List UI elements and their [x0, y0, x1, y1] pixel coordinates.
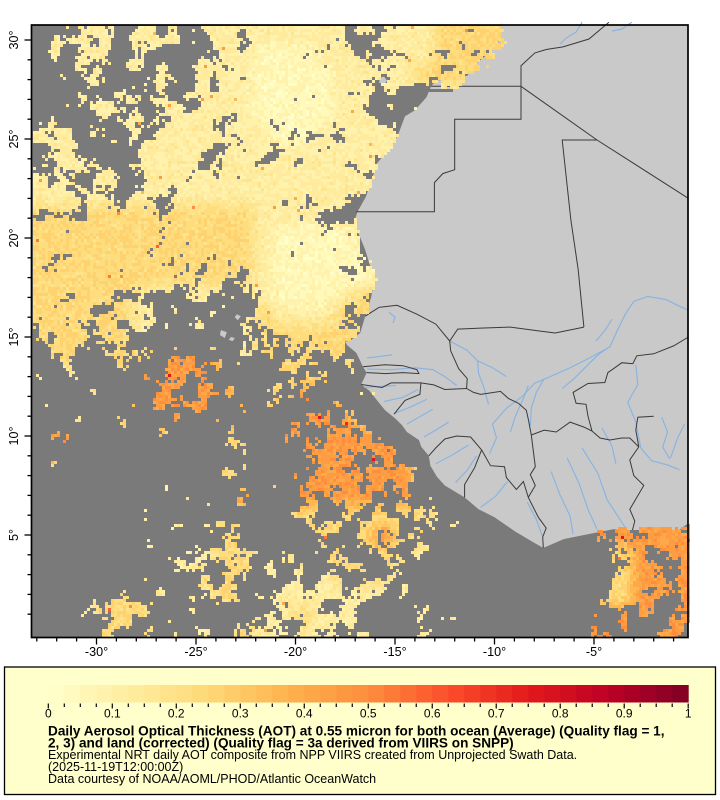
svg-text:Daily Aerosol Optical Thicknes: Daily Aerosol Optical Thickness (AOT) at…: [48, 724, 665, 739]
svg-text:-5°: -5°: [586, 645, 602, 659]
svg-text:-10°: -10°: [483, 645, 506, 659]
svg-text:0.5: 0.5: [360, 707, 377, 721]
svg-text:0.7: 0.7: [488, 707, 505, 721]
svg-text:0.6: 0.6: [424, 707, 441, 721]
svg-text:20°: 20°: [7, 228, 21, 247]
svg-text:Data courtesy of NOAA/AOML/PHO: Data courtesy of NOAA/AOML/PHOD/Atlantic…: [48, 772, 376, 786]
svg-text:-25°: -25°: [184, 645, 207, 659]
svg-text:0.8: 0.8: [552, 707, 569, 721]
svg-text:2, 3) and land (corrected) (Qu: 2, 3) and land (corrected) (Quality flag…: [48, 736, 514, 751]
svg-text:0.2: 0.2: [168, 707, 185, 721]
svg-text:-30°: -30°: [85, 645, 108, 659]
svg-text:-20°: -20°: [284, 645, 307, 659]
svg-text:15°: 15°: [7, 327, 21, 346]
svg-text:(2025-11-19T12:00:00Z): (2025-11-19T12:00:00Z): [48, 760, 183, 774]
svg-text:5°: 5°: [7, 529, 21, 541]
svg-text:10°: 10°: [7, 426, 21, 445]
svg-text:25°: 25°: [7, 129, 21, 148]
svg-text:1: 1: [685, 707, 692, 721]
svg-text:Experimental NRT daily AOT com: Experimental NRT daily AOT composite fro…: [48, 748, 577, 762]
svg-text:0.1: 0.1: [104, 707, 121, 721]
svg-text:0.3: 0.3: [232, 707, 249, 721]
svg-text:0.4: 0.4: [296, 707, 313, 721]
svg-text:-15°: -15°: [383, 645, 406, 659]
svg-text:30°: 30°: [7, 30, 21, 49]
svg-text:0: 0: [45, 707, 52, 721]
svg-text:0.9: 0.9: [616, 707, 633, 721]
